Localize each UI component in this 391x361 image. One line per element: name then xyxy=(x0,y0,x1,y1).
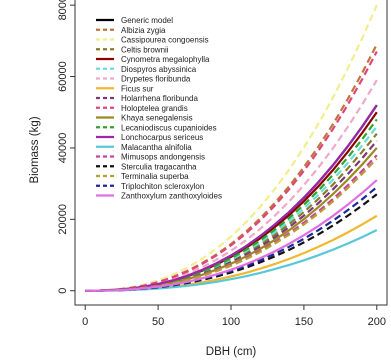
legend-label: Malacantha alnifolia xyxy=(121,143,192,152)
legend-label: Celtis brownii xyxy=(121,45,169,54)
legend-label: Holarrhena floribunda xyxy=(121,94,198,103)
series-line-19 xyxy=(85,179,378,292)
x-tick-label: 0 xyxy=(82,316,88,328)
series-layer xyxy=(85,4,378,292)
legend-label: Albizia zygia xyxy=(121,26,166,35)
legend-label: Drypetes floribunda xyxy=(121,75,191,84)
x-tick-label: 50 xyxy=(152,316,164,328)
legend-label: Zanthoxylum zanthoxyloides xyxy=(121,192,222,201)
legend-label: Terminalia superba xyxy=(121,172,189,181)
legend-label: Lecaniodiscus cupanioides xyxy=(121,123,217,132)
legend-label: Khaya senegalensis xyxy=(121,114,193,123)
legend-label: Holoptelea grandis xyxy=(121,104,188,113)
x-axis: 0 50 100 150 200 xyxy=(82,305,386,328)
legend-label: Cynometra megalophylla xyxy=(121,55,210,64)
y-axis-title: Biomass (kg) xyxy=(29,116,41,183)
legend-label: Lonchocarpus sericeus xyxy=(121,133,203,142)
x-tick-label: 200 xyxy=(368,316,386,328)
y-axis: 0 20000 40000 60000 80000 xyxy=(57,0,75,294)
y-tick-label: 0 xyxy=(57,288,69,294)
legend-label: Cassipourea congoensis xyxy=(121,36,209,45)
legend-label: Ficus sur xyxy=(121,84,154,93)
y-tick-label: 40000 xyxy=(57,133,69,164)
legend-label: Generic model xyxy=(121,16,173,25)
y-tick-label: 80000 xyxy=(57,0,69,20)
x-tick-label: 100 xyxy=(222,316,240,328)
y-tick-label: 60000 xyxy=(57,61,69,92)
x-axis-title: DBH (cm) xyxy=(206,346,257,358)
legend-label: Triplochiton scleroxylon xyxy=(121,182,204,191)
x-tick-label: 150 xyxy=(295,316,313,328)
legend-label: Sterculia tragacantha xyxy=(121,162,197,171)
legend-label: Diospyros abyssinica xyxy=(121,65,197,74)
y-tick-label: 20000 xyxy=(57,204,69,235)
legend-label: Mimusops andongensis xyxy=(121,153,205,162)
